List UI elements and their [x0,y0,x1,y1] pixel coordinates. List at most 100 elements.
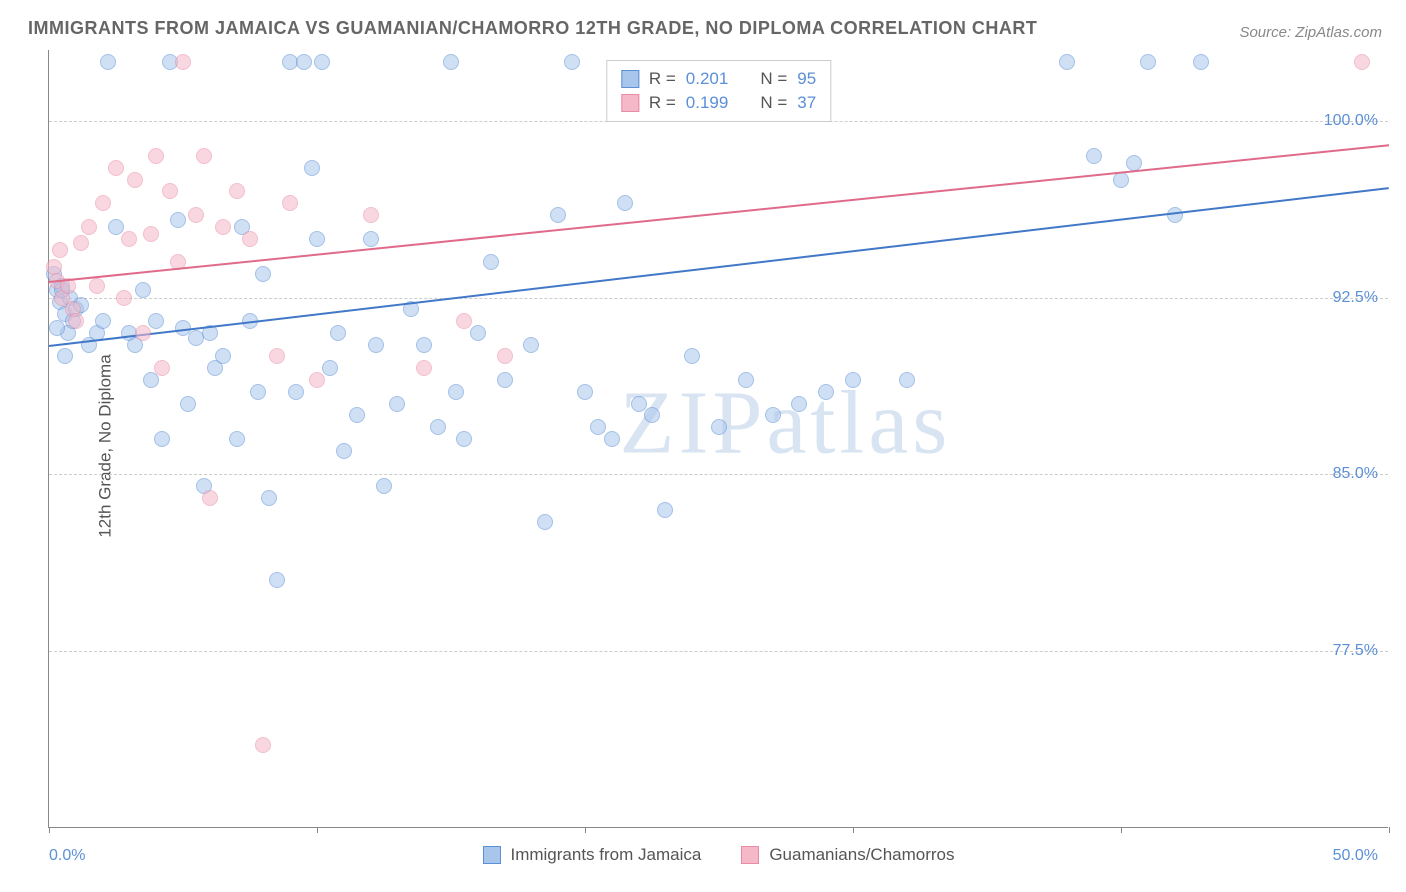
y-tick-label: 100.0% [1324,112,1378,130]
scatter-point [376,478,392,494]
scatter-point [162,183,178,199]
scatter-point [116,290,132,306]
legend-swatch [482,846,500,864]
scatter-point [644,407,660,423]
legend-swatch [621,70,639,88]
scatter-point [899,372,915,388]
scatter-point [1059,54,1075,70]
gridline [49,298,1388,299]
scatter-point [314,54,330,70]
trend-line [49,144,1389,283]
scatter-point [229,431,245,447]
scatter-point [738,372,754,388]
scatter-point [1354,54,1370,70]
scatter-point [154,431,170,447]
scatter-point [73,235,89,251]
scatter-point [296,54,312,70]
scatter-point [537,514,553,530]
x-tick [585,827,586,833]
y-tick-label: 85.0% [1333,465,1378,483]
scatter-point [456,313,472,329]
scatter-point [657,502,673,518]
scatter-point [309,372,325,388]
chart-title: IMMIGRANTS FROM JAMAICA VS GUAMANIAN/CHA… [28,18,1037,39]
scatter-point [336,443,352,459]
source-attribution: Source: ZipAtlas.com [1239,24,1382,41]
scatter-point [363,207,379,223]
scatter-point [269,572,285,588]
gridline [49,121,1388,122]
gridline [49,651,1388,652]
scatter-point [250,384,266,400]
legend-swatch [741,846,759,864]
legend-n-value: 37 [797,93,816,113]
scatter-point [95,313,111,329]
scatter-point [590,419,606,435]
scatter-point [1086,148,1102,164]
scatter-point [148,148,164,164]
x-tick [853,827,854,833]
scatter-point [711,419,727,435]
legend-series-item: Guamanians/Chamorros [741,845,954,865]
scatter-point [684,348,700,364]
scatter-point [135,282,151,298]
legend-row: R = 0.199 N = 37 [621,91,816,115]
legend-r-value: 0.199 [686,93,729,113]
legend-series-item: Immigrants from Jamaica [482,845,701,865]
scatter-point [363,231,379,247]
legend-correlation: R =0.201N =95R =0.199N =37 [606,60,831,122]
scatter-point [188,207,204,223]
scatter-point [617,195,633,211]
scatter-point [497,372,513,388]
x-tick [1121,827,1122,833]
x-axis-max-label: 50.0% [1333,847,1378,865]
scatter-point [269,348,285,364]
scatter-point [108,219,124,235]
scatter-point [604,431,620,447]
scatter-point [818,384,834,400]
scatter-point [577,384,593,400]
scatter-point [255,737,271,753]
scatter-point [349,407,365,423]
y-tick-label: 77.5% [1333,642,1378,660]
scatter-point [180,396,196,412]
scatter-point [448,384,464,400]
gridline [49,474,1388,475]
scatter-point [1140,54,1156,70]
scatter-point [416,360,432,376]
scatter-point [100,54,116,70]
scatter-point [121,231,137,247]
legend-r-label: R = [649,93,676,113]
x-tick [317,827,318,833]
scatter-point [175,54,191,70]
scatter-point [57,348,73,364]
legend-n-value: 95 [797,69,816,89]
scatter-point [322,360,338,376]
scatter-point [483,254,499,270]
scatter-point [148,313,164,329]
scatter-point [81,219,97,235]
scatter-point [368,337,384,353]
x-tick [1389,827,1390,833]
scatter-point [215,219,231,235]
scatter-point [229,183,245,199]
legend-n-label: N = [760,93,787,113]
legend-n-label: N = [760,69,787,89]
x-tick [49,827,50,833]
scatter-point [154,360,170,376]
legend-series-label: Guamanians/Chamorros [769,845,954,865]
scatter-point [196,148,212,164]
legend-series-label: Immigrants from Jamaica [510,845,701,865]
legend-row: R =0.201N =95 [621,67,816,91]
scatter-point [1193,54,1209,70]
scatter-point [242,231,258,247]
scatter-point [304,160,320,176]
y-tick-label: 92.5% [1333,289,1378,307]
scatter-point [282,195,298,211]
legend-series: Immigrants from Jamaica Guamanians/Chamor… [482,845,954,865]
scatter-point [127,172,143,188]
scatter-point [470,325,486,341]
scatter-point [430,419,446,435]
scatter-point [564,54,580,70]
scatter-point [309,231,325,247]
